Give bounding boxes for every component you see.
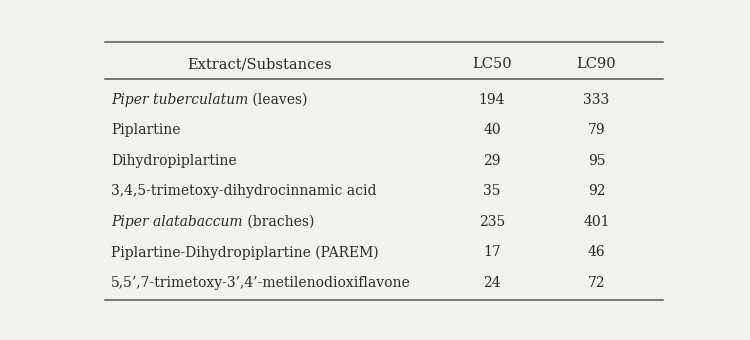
Text: 17: 17 <box>483 245 501 259</box>
Text: 3,4,5-trimetoxy-dihydrocinnamic acid: 3,4,5-trimetoxy-dihydrocinnamic acid <box>111 184 376 198</box>
Text: 40: 40 <box>483 123 501 137</box>
Text: 401: 401 <box>584 215 610 229</box>
Text: 24: 24 <box>483 276 501 290</box>
Text: 235: 235 <box>478 215 505 229</box>
Text: Piper alatabaccum: Piper alatabaccum <box>111 215 243 229</box>
Text: LC90: LC90 <box>577 57 616 71</box>
Text: 72: 72 <box>588 276 605 290</box>
Text: (braches): (braches) <box>243 215 314 229</box>
Text: 29: 29 <box>483 154 501 168</box>
Text: 194: 194 <box>478 93 506 107</box>
Text: 92: 92 <box>588 184 605 198</box>
Text: 5,5’,7-trimetoxy-3’,4’-metilenodioxiflavone: 5,5’,7-trimetoxy-3’,4’-metilenodioxiflav… <box>111 276 411 290</box>
Text: Dihydropiplartine: Dihydropiplartine <box>111 154 237 168</box>
Text: 95: 95 <box>588 154 605 168</box>
Text: LC50: LC50 <box>472 57 512 71</box>
Text: 46: 46 <box>588 245 605 259</box>
Text: Piplartine-Dihydropiplartine (PAREM): Piplartine-Dihydropiplartine (PAREM) <box>111 245 379 260</box>
Text: Piplartine: Piplartine <box>111 123 181 137</box>
Text: Extract/Substances: Extract/Substances <box>187 57 332 71</box>
Text: 79: 79 <box>588 123 605 137</box>
Text: (leaves): (leaves) <box>248 93 308 107</box>
Text: 35: 35 <box>483 184 501 198</box>
Text: Piper tuberculatum: Piper tuberculatum <box>111 93 248 107</box>
Text: 333: 333 <box>584 93 610 107</box>
